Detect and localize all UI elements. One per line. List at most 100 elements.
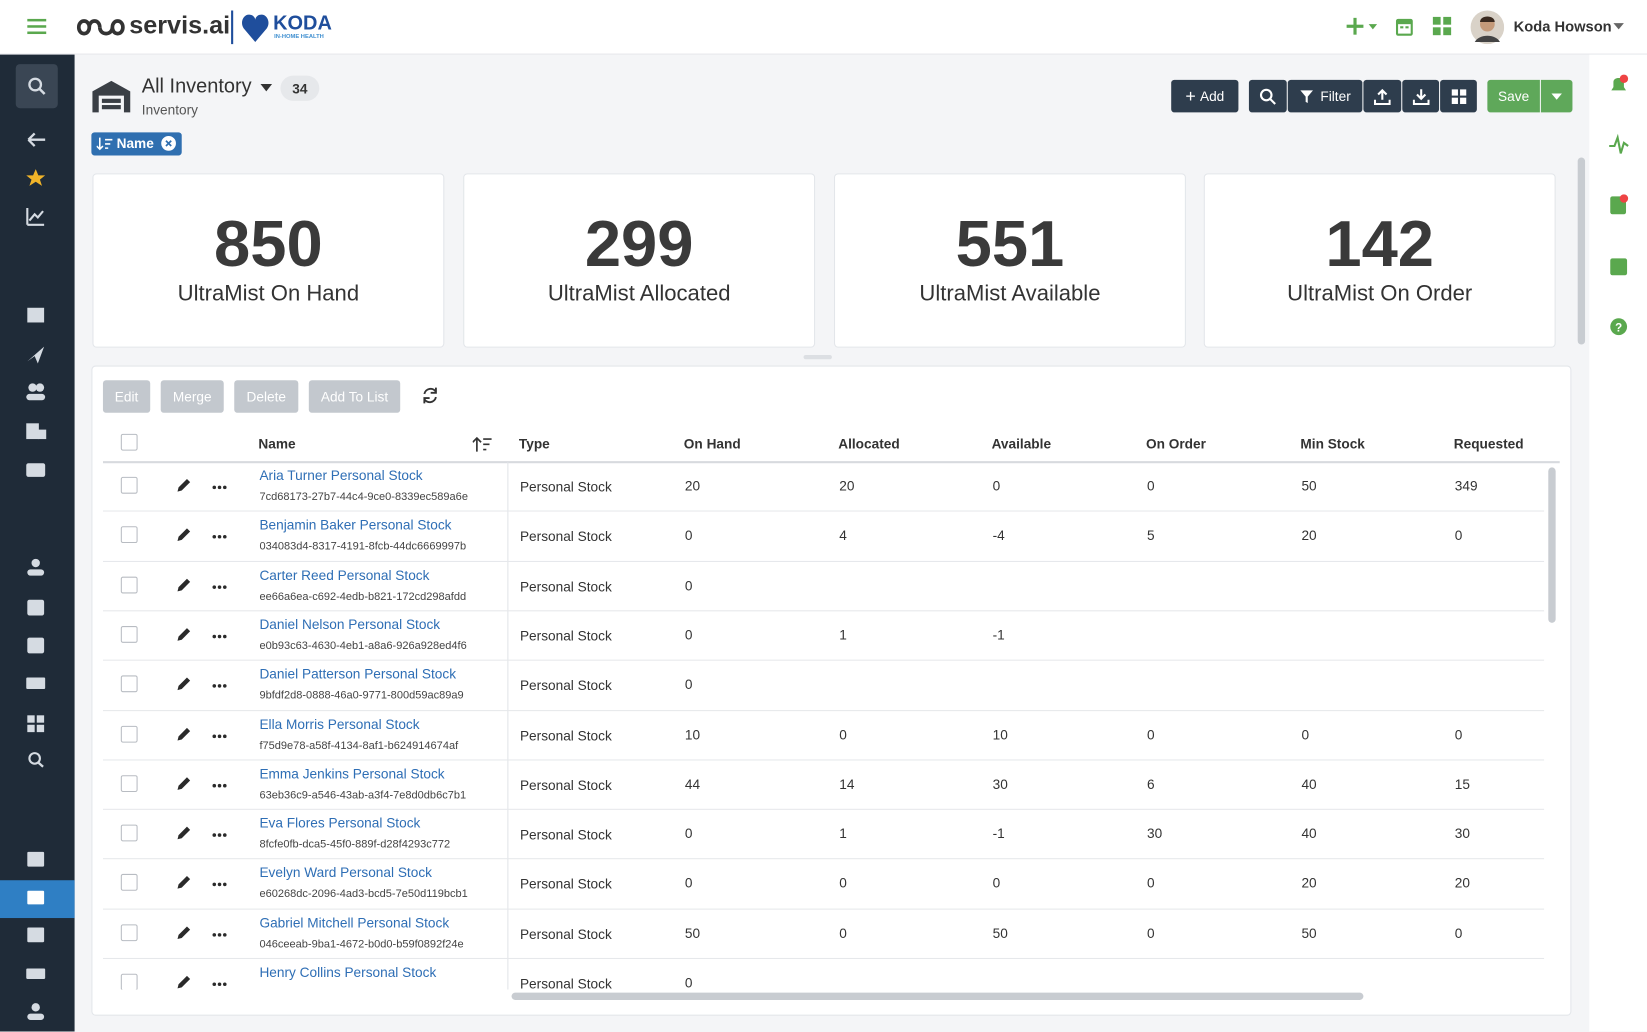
row-checkbox[interactable]: [120, 526, 138, 544]
right-rail: [1589, 54, 1647, 1032]
right-rail-icons[interactable]: ?: [1608, 74, 1631, 347]
row-border: [102, 510, 1545, 512]
stat-card: [92, 173, 445, 348]
refresh-button[interactable]: [421, 387, 439, 405]
row-checkbox[interactable]: [120, 675, 138, 693]
export-button[interactable]: [1402, 79, 1440, 113]
add-button[interactable]: + Add: [1171, 79, 1239, 113]
create-menu[interactable]: [1346, 16, 1382, 37]
save-caret: [1551, 92, 1562, 100]
sidebar-icons[interactable]: [25, 128, 50, 1031]
record-link[interactable]: Evelyn Ward Personal Stock: [259, 864, 432, 881]
row-tools[interactable]: [175, 626, 228, 643]
calendar-icon[interactable]: [1395, 16, 1414, 37]
title-caret[interactable]: [260, 83, 273, 94]
sidebar-search[interactable]: [15, 64, 58, 109]
number-cell: -4: [992, 527, 1005, 544]
layout-button[interactable]: [1440, 79, 1477, 113]
record-link[interactable]: Daniel Patterson Personal Stock: [259, 666, 457, 682]
row-checkbox[interactable]: [120, 725, 138, 743]
number-cell: 50: [992, 925, 1008, 941]
row-border: [102, 709, 1545, 711]
column-header[interactable]: Min Stock: [1300, 435, 1365, 452]
action-button[interactable]: Add To List: [308, 380, 401, 413]
resize-handle[interactable]: [803, 355, 832, 360]
number-cell: 0: [684, 626, 693, 643]
number-cell: 0: [684, 825, 693, 842]
record-id: 046ceeab-9ba1-4672-b0d0-b59f0892f24e: [259, 937, 464, 951]
save-button[interactable]: Save: [1487, 79, 1540, 113]
column-header[interactable]: On Order: [1145, 435, 1206, 452]
record-link[interactable]: Daniel Nelson Personal Stock: [259, 616, 441, 633]
record-id: 63eb36c9-a546-43ab-a3f4-7e8d0db6c7b1: [259, 788, 467, 802]
column-header[interactable]: Requested: [1453, 435, 1524, 452]
row-checkbox[interactable]: [120, 625, 138, 643]
select-all[interactable]: [120, 433, 138, 451]
row-checkbox[interactable]: [120, 774, 138, 792]
apps-icon[interactable]: [1432, 16, 1452, 36]
svg-text:?: ?: [1615, 322, 1622, 334]
row-tools[interactable]: [175, 775, 228, 792]
row-tools[interactable]: [175, 825, 228, 842]
record-link[interactable]: Carter Reed Personal Stock: [259, 566, 430, 583]
action-button[interactable]: Edit: [102, 380, 151, 413]
avatar[interactable]: [1470, 10, 1505, 45]
partner-name: KODA: [273, 12, 332, 35]
action-button[interactable]: Delete: [234, 380, 299, 413]
number-cell: 0: [1147, 875, 1155, 892]
row-checkbox[interactable]: [120, 824, 138, 842]
number-cell: 0: [684, 974, 693, 990]
row-tools[interactable]: [175, 676, 228, 693]
stat-value: 551: [955, 207, 1065, 281]
sort-chip-remove[interactable]: [161, 136, 177, 152]
number-cell: 0: [1147, 925, 1155, 941]
row-tools[interactable]: [175, 576, 228, 593]
row-checkbox[interactable]: [120, 874, 138, 892]
user-caret[interactable]: [1613, 22, 1624, 30]
record-link[interactable]: Benjamin Baker Personal Stock: [259, 517, 452, 533]
row-checkbox[interactable]: [120, 924, 138, 941]
record-link[interactable]: Emma Jenkins Personal Stock: [259, 765, 445, 782]
number-cell: 0: [1454, 925, 1463, 941]
number-cell: 0: [1454, 726, 1463, 743]
record-id: 9bfdf2d8-0888-46a0-9771-800d59ac89a9: [259, 689, 464, 702]
row-tools[interactable]: [175, 874, 228, 891]
page-scrollbar[interactable]: [1577, 157, 1586, 345]
table-h-scrollbar[interactable]: [511, 992, 1364, 1000]
record-id: 8fcfe0fb-dca5-45f0-889f-d28f4293c772: [259, 838, 451, 851]
record-link[interactable]: Gabriel Mitchell Personal Stock: [259, 914, 450, 931]
search-button[interactable]: [1248, 79, 1287, 113]
import-button[interactable]: [1363, 79, 1402, 113]
row-tools[interactable]: [175, 477, 228, 494]
type-cell: Personal Stock: [519, 578, 612, 595]
record-link[interactable]: Henry Collins Personal Stock: [259, 964, 437, 981]
filter-button[interactable]: Filter: [1287, 79, 1363, 113]
row-tools[interactable]: [175, 974, 228, 990]
column-header[interactable]: Type: [518, 435, 550, 452]
column-header[interactable]: Name: [258, 435, 296, 452]
column-header[interactable]: Available: [991, 435, 1052, 452]
table-v-scrollbar[interactable]: [1548, 467, 1556, 623]
number-cell: 20: [1301, 875, 1317, 892]
menu-icon[interactable]: [26, 16, 47, 37]
row-checkbox[interactable]: [120, 576, 138, 594]
row-tools[interactable]: [175, 725, 228, 742]
number-cell: 20: [684, 477, 701, 494]
record-link[interactable]: Ella Morris Personal Stock: [259, 715, 420, 732]
save-menu[interactable]: [1540, 79, 1573, 113]
page-title[interactable]: All Inventory: [141, 75, 252, 98]
sort-chip[interactable]: [91, 132, 182, 156]
row-tools[interactable]: [175, 924, 228, 941]
column-header[interactable]: On Hand: [683, 435, 741, 452]
sort-indicator[interactable]: [472, 436, 493, 453]
row-checkbox[interactable]: [120, 973, 138, 990]
column-header[interactable]: Allocated: [838, 435, 900, 452]
record-link[interactable]: Eva Flores Personal Stock: [259, 815, 421, 831]
row-tools[interactable]: [175, 527, 228, 544]
action-button[interactable]: Merge: [160, 380, 224, 413]
user-name[interactable]: Koda Howson: [1513, 17, 1612, 35]
row-checkbox[interactable]: [120, 476, 138, 494]
record-link[interactable]: Aria Turner Personal Stock: [259, 467, 423, 484]
row-border: [102, 908, 1545, 910]
